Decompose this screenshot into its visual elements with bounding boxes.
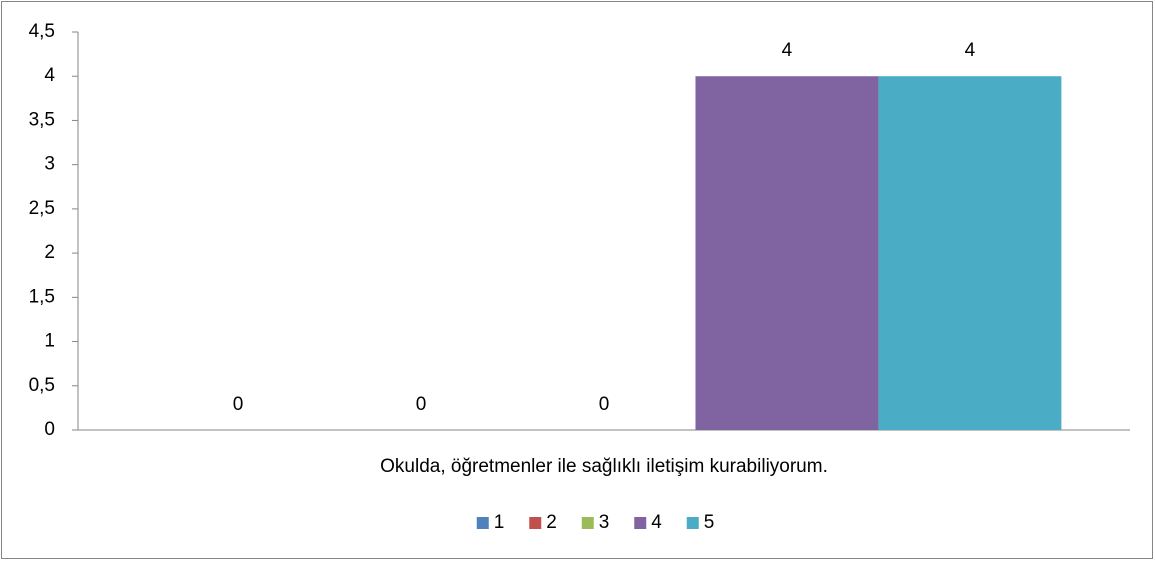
legend-label: 4 [651, 512, 662, 533]
data-label: 0 [599, 394, 610, 415]
legend-swatch [634, 517, 647, 529]
data-label: 4 [782, 40, 793, 61]
data-label: 4 [965, 40, 976, 61]
legend-label: 5 [704, 512, 715, 533]
bar [878, 76, 1062, 430]
y-tick-label: 1,5 [29, 286, 55, 307]
bar [695, 76, 879, 430]
legend-swatch [476, 517, 489, 529]
data-label: 0 [416, 394, 427, 415]
y-tick-label: 0,5 [29, 375, 55, 396]
y-tick-label: 1 [44, 331, 55, 352]
y-tick-label: 3 [44, 154, 55, 175]
legend-swatch [529, 517, 542, 529]
legend-label: 2 [546, 512, 557, 533]
legend-swatch [686, 517, 699, 529]
y-tick-label: 4 [44, 65, 55, 86]
y-tick-label: 2 [44, 242, 55, 263]
legend-swatch [581, 517, 594, 529]
y-tick-label: 3,5 [29, 109, 55, 130]
legend-label: 3 [599, 512, 610, 533]
y-tick-label: 4,5 [29, 21, 55, 42]
x-tick-label: Okulda, öğretmenler ile sağlıklı iletişi… [380, 456, 828, 477]
legend-label: 1 [494, 512, 505, 533]
data-label: 0 [233, 394, 244, 415]
y-tick-label: 2,5 [29, 198, 55, 219]
y-tick-label: 0 [44, 419, 55, 440]
